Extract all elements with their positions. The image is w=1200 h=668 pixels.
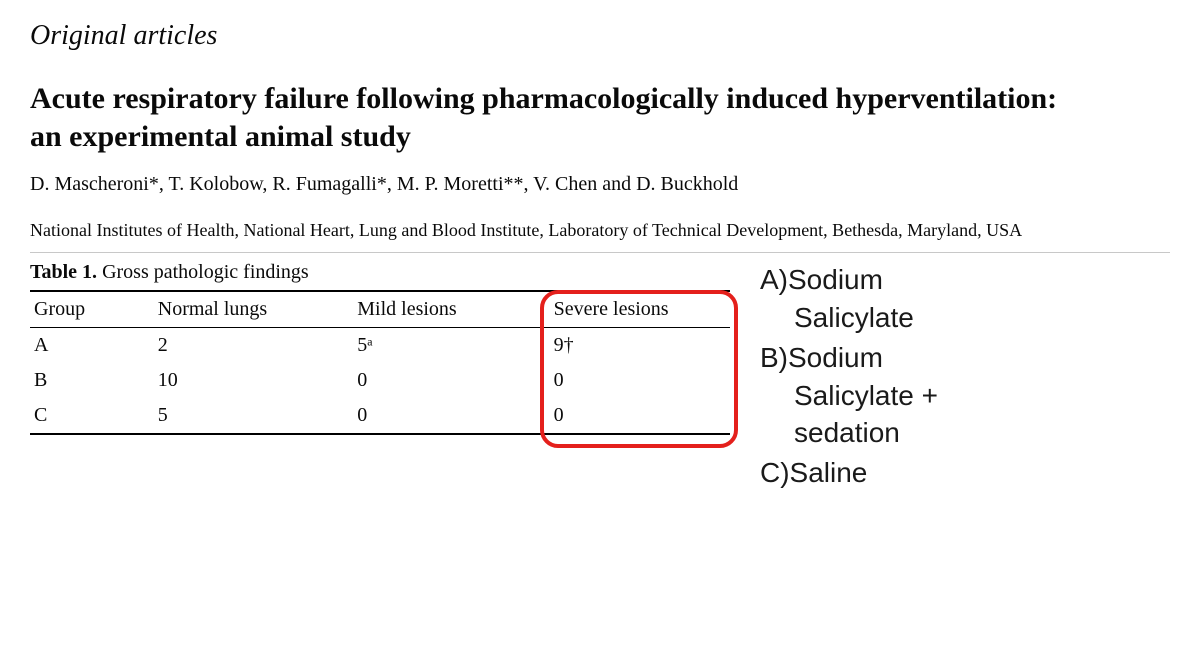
table-header-group: Group <box>30 291 154 328</box>
table-header-normal: Normal lungs <box>154 291 353 328</box>
article-title: Acute respiratory failure following phar… <box>30 80 1080 155</box>
group-legend: A)Sodium Salicylate B)Sodium Salicylate … <box>760 261 1170 494</box>
legend-text: Salicylate + <box>760 377 1170 415</box>
legend-label-c: C) <box>760 454 790 492</box>
table-row: 5ᵃ <box>353 328 533 364</box>
section-heading: Original articles <box>30 20 1170 52</box>
authors-line: D. Mascheroni*, T. Kolobow, R. Fumagalli… <box>30 173 1170 196</box>
legend-text: Salicylate <box>760 299 1170 337</box>
legend-item-b: B)Sodium Salicylate + sedation <box>760 339 1170 452</box>
legend-text: Sodium <box>788 342 883 373</box>
legend-text: sedation <box>760 414 1170 452</box>
table-row: B <box>30 363 154 398</box>
pathologic-findings-table: Group Normal lungs Mild lesions Severe l… <box>30 290 730 435</box>
legend-item-a: A)Sodium Salicylate <box>760 261 1170 337</box>
table-caption: Table 1. Gross pathologic findings <box>30 261 730 284</box>
table-row: 0 <box>353 398 533 434</box>
legend-label-a: A) <box>760 261 788 299</box>
table-row: 2 <box>154 328 353 364</box>
legend-label-b: B) <box>760 339 788 377</box>
table-row: A <box>30 328 154 364</box>
table-header-severe: Severe lesions <box>534 291 730 328</box>
table-row: C <box>30 398 154 434</box>
table-row: 10 <box>154 363 353 398</box>
table-row: 0 <box>534 398 730 434</box>
affiliation-line: National Institutes of Health, National … <box>30 218 1170 253</box>
table-block: Table 1. Gross pathologic findings Group… <box>30 261 730 435</box>
table-row: 5 <box>154 398 353 434</box>
table-header-severe-text: Severe lesions <box>554 298 669 320</box>
legend-text: Saline <box>790 457 868 488</box>
table-row: 0 <box>534 363 730 398</box>
legend-item-c: C)Saline <box>760 454 1170 492</box>
table-row: 9† <box>534 328 730 364</box>
table-header-mild: Mild lesions <box>353 291 533 328</box>
table-caption-number: Table 1. <box>30 261 97 283</box>
table-caption-text: Gross pathologic findings <box>97 261 309 283</box>
legend-text: Sodium <box>788 264 883 295</box>
table-row: 0 <box>353 363 533 398</box>
